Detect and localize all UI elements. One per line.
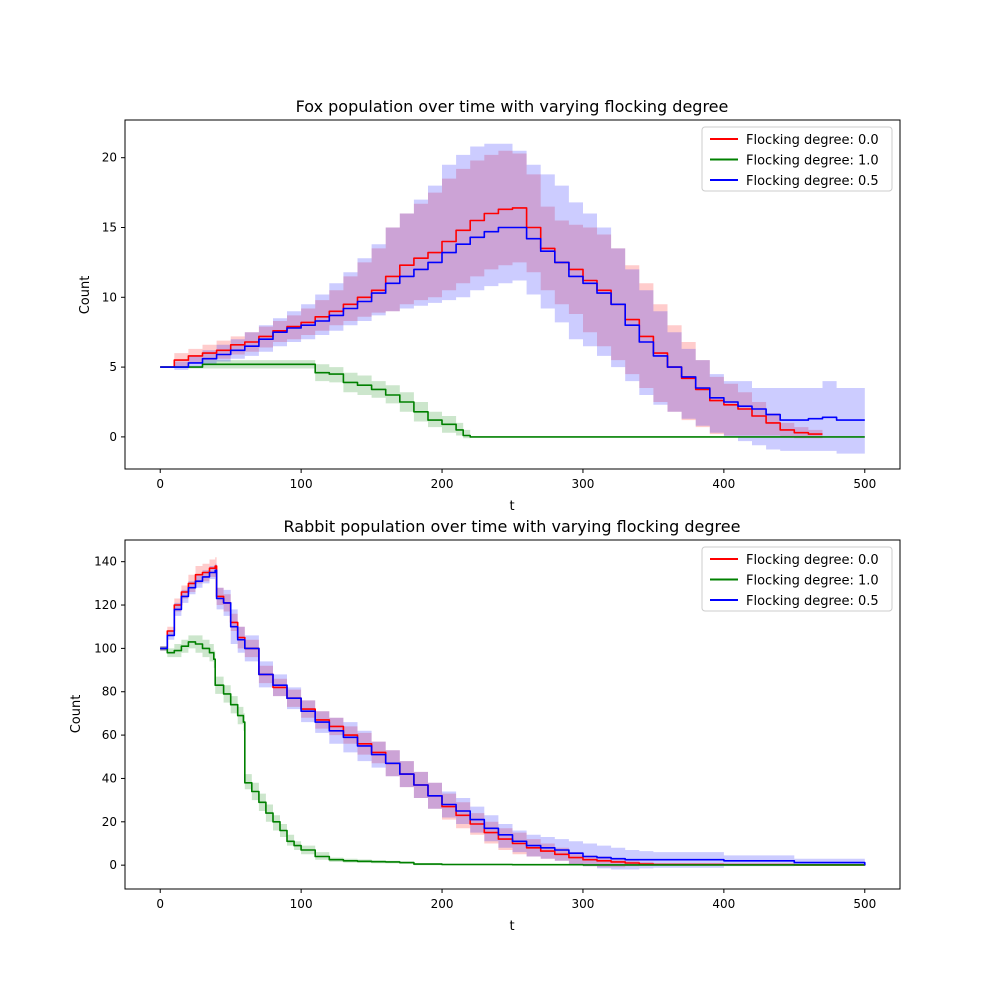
rabbit-band-0	[160, 557, 865, 868]
rabbit-x-axis-label: t	[509, 919, 514, 934]
rabbit-y-tick-label: 40	[102, 771, 117, 785]
fox-legend-label-1: Flocking degree: 1.0	[746, 154, 879, 169]
rabbit-legend-box	[701, 546, 893, 612]
fox-line-2	[160, 226, 865, 421]
fox-x-axis-label: t	[509, 499, 514, 514]
rabbit-y-axis-label: Count	[69, 695, 84, 734]
fox-x-tick-label: 500	[853, 477, 876, 491]
rabbit-y-tick-label: 0	[109, 858, 117, 872]
fox-legend-label-2: Flocking degree: 0.5	[746, 174, 879, 189]
rabbit-x-tick-label: 300	[572, 897, 595, 911]
fox-legend-box	[701, 126, 893, 192]
rabbit-x-tick-label: 0	[156, 897, 164, 911]
rabbit-y-tick-label: 80	[102, 685, 117, 699]
rabbit-legend-label-2: Flocking degree: 0.5	[746, 594, 879, 609]
fox-y-tick-label: 0	[109, 430, 117, 444]
rabbit-line-0	[160, 565, 866, 866]
fox-y-tick-label: 20	[102, 151, 117, 165]
rabbit-plot-area	[160, 557, 866, 870]
rabbit-y-tick-label: 20	[102, 815, 117, 829]
rabbit-x-tick-label: 100	[290, 897, 313, 911]
fox-ticks: 0 100 200 300 400 500 0 5 10 15 20	[102, 151, 877, 491]
fox-chart-title: Fox population over time with varying fl…	[296, 97, 729, 116]
rabbit-legend-label-1: Flocking degree: 1.0	[746, 574, 879, 589]
rabbit-legend-label-0: Flocking degree: 0.0	[746, 553, 879, 568]
rabbit-x-tick-label: 400	[712, 897, 735, 911]
fox-legend: Flocking degree: 0.0 Flocking degree: 1.0…	[701, 126, 893, 192]
fox-band-0	[160, 150, 823, 439]
rabbit-y-tick-label: 120	[94, 598, 117, 612]
fox-legend-label-0: Flocking degree: 0.0	[746, 133, 879, 148]
rabbit-band-2	[160, 563, 865, 870]
rabbit-x-tick-label: 200	[431, 897, 454, 911]
fox-x-tick-label: 100	[290, 477, 313, 491]
rabbit-chart-title: Rabbit population over time with varying…	[284, 517, 741, 536]
rabbit-ticks: 0 100 200 300 400 500 0 20 40 60 80 100 120 140	[94, 555, 876, 911]
fox-y-tick-label: 10	[102, 290, 117, 304]
rabbit-axes-frame	[124, 539, 901, 890]
fox-band-1	[160, 360, 865, 439]
fox-chart: Fox population over time with varying fl…	[78, 97, 901, 514]
rabbit-legend: Flocking degree: 0.0 Flocking degree: 1.0…	[701, 546, 893, 612]
fox-x-tick-label: 400	[712, 477, 735, 491]
rabbit-y-tick-label: 60	[102, 728, 117, 742]
rabbit-y-tick-label: 100	[94, 641, 117, 655]
fox-series-group	[160, 143, 865, 454]
fox-line-1	[160, 363, 865, 438]
rabbit-y-tick-label: 140	[94, 555, 117, 569]
fox-y-axis-label: Count	[78, 276, 93, 315]
fox-y-tick-label: 5	[109, 360, 117, 374]
rabbit-chart: Rabbit population over time with varying…	[69, 517, 901, 934]
fox-axes-frame	[124, 119, 901, 470]
rabbit-x-tick-label: 500	[853, 897, 876, 911]
rabbit-series-group	[160, 557, 866, 870]
fox-x-tick-label: 200	[431, 477, 454, 491]
fox-plot-area	[160, 143, 865, 454]
fox-x-tick-label: 300	[572, 477, 595, 491]
rabbit-line-1	[160, 641, 866, 866]
rabbit-line-2	[160, 569, 866, 866]
fox-x-tick-label: 0	[156, 477, 164, 491]
fox-y-tick-label: 15	[102, 220, 117, 234]
